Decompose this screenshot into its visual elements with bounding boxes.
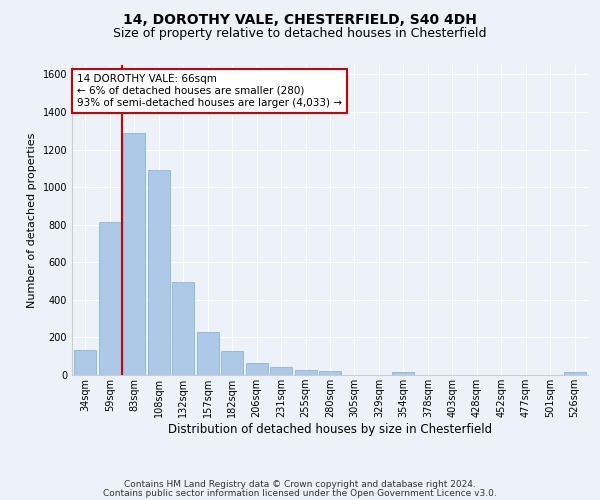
Bar: [392, 372, 415, 375]
Bar: [295, 370, 317, 375]
X-axis label: Distribution of detached houses by size in Chesterfield: Distribution of detached houses by size …: [168, 423, 492, 436]
Bar: [270, 368, 292, 375]
Bar: [124, 132, 145, 375]
Text: Size of property relative to detached houses in Chesterfield: Size of property relative to detached ho…: [113, 28, 487, 40]
Y-axis label: Number of detached properties: Number of detached properties: [27, 132, 37, 308]
Text: 14 DOROTHY VALE: 66sqm
← 6% of detached houses are smaller (280)
93% of semi-det: 14 DOROTHY VALE: 66sqm ← 6% of detached …: [77, 74, 342, 108]
Text: 14, DOROTHY VALE, CHESTERFIELD, S40 4DH: 14, DOROTHY VALE, CHESTERFIELD, S40 4DH: [123, 12, 477, 26]
Bar: [197, 332, 219, 375]
Bar: [74, 350, 97, 375]
Bar: [245, 363, 268, 375]
Text: Contains public sector information licensed under the Open Government Licence v3: Contains public sector information licen…: [103, 489, 497, 498]
Bar: [148, 170, 170, 375]
Bar: [221, 350, 243, 375]
Bar: [319, 371, 341, 375]
Bar: [99, 222, 121, 375]
Bar: [172, 282, 194, 375]
Bar: [563, 372, 586, 375]
Text: Contains HM Land Registry data © Crown copyright and database right 2024.: Contains HM Land Registry data © Crown c…: [124, 480, 476, 489]
